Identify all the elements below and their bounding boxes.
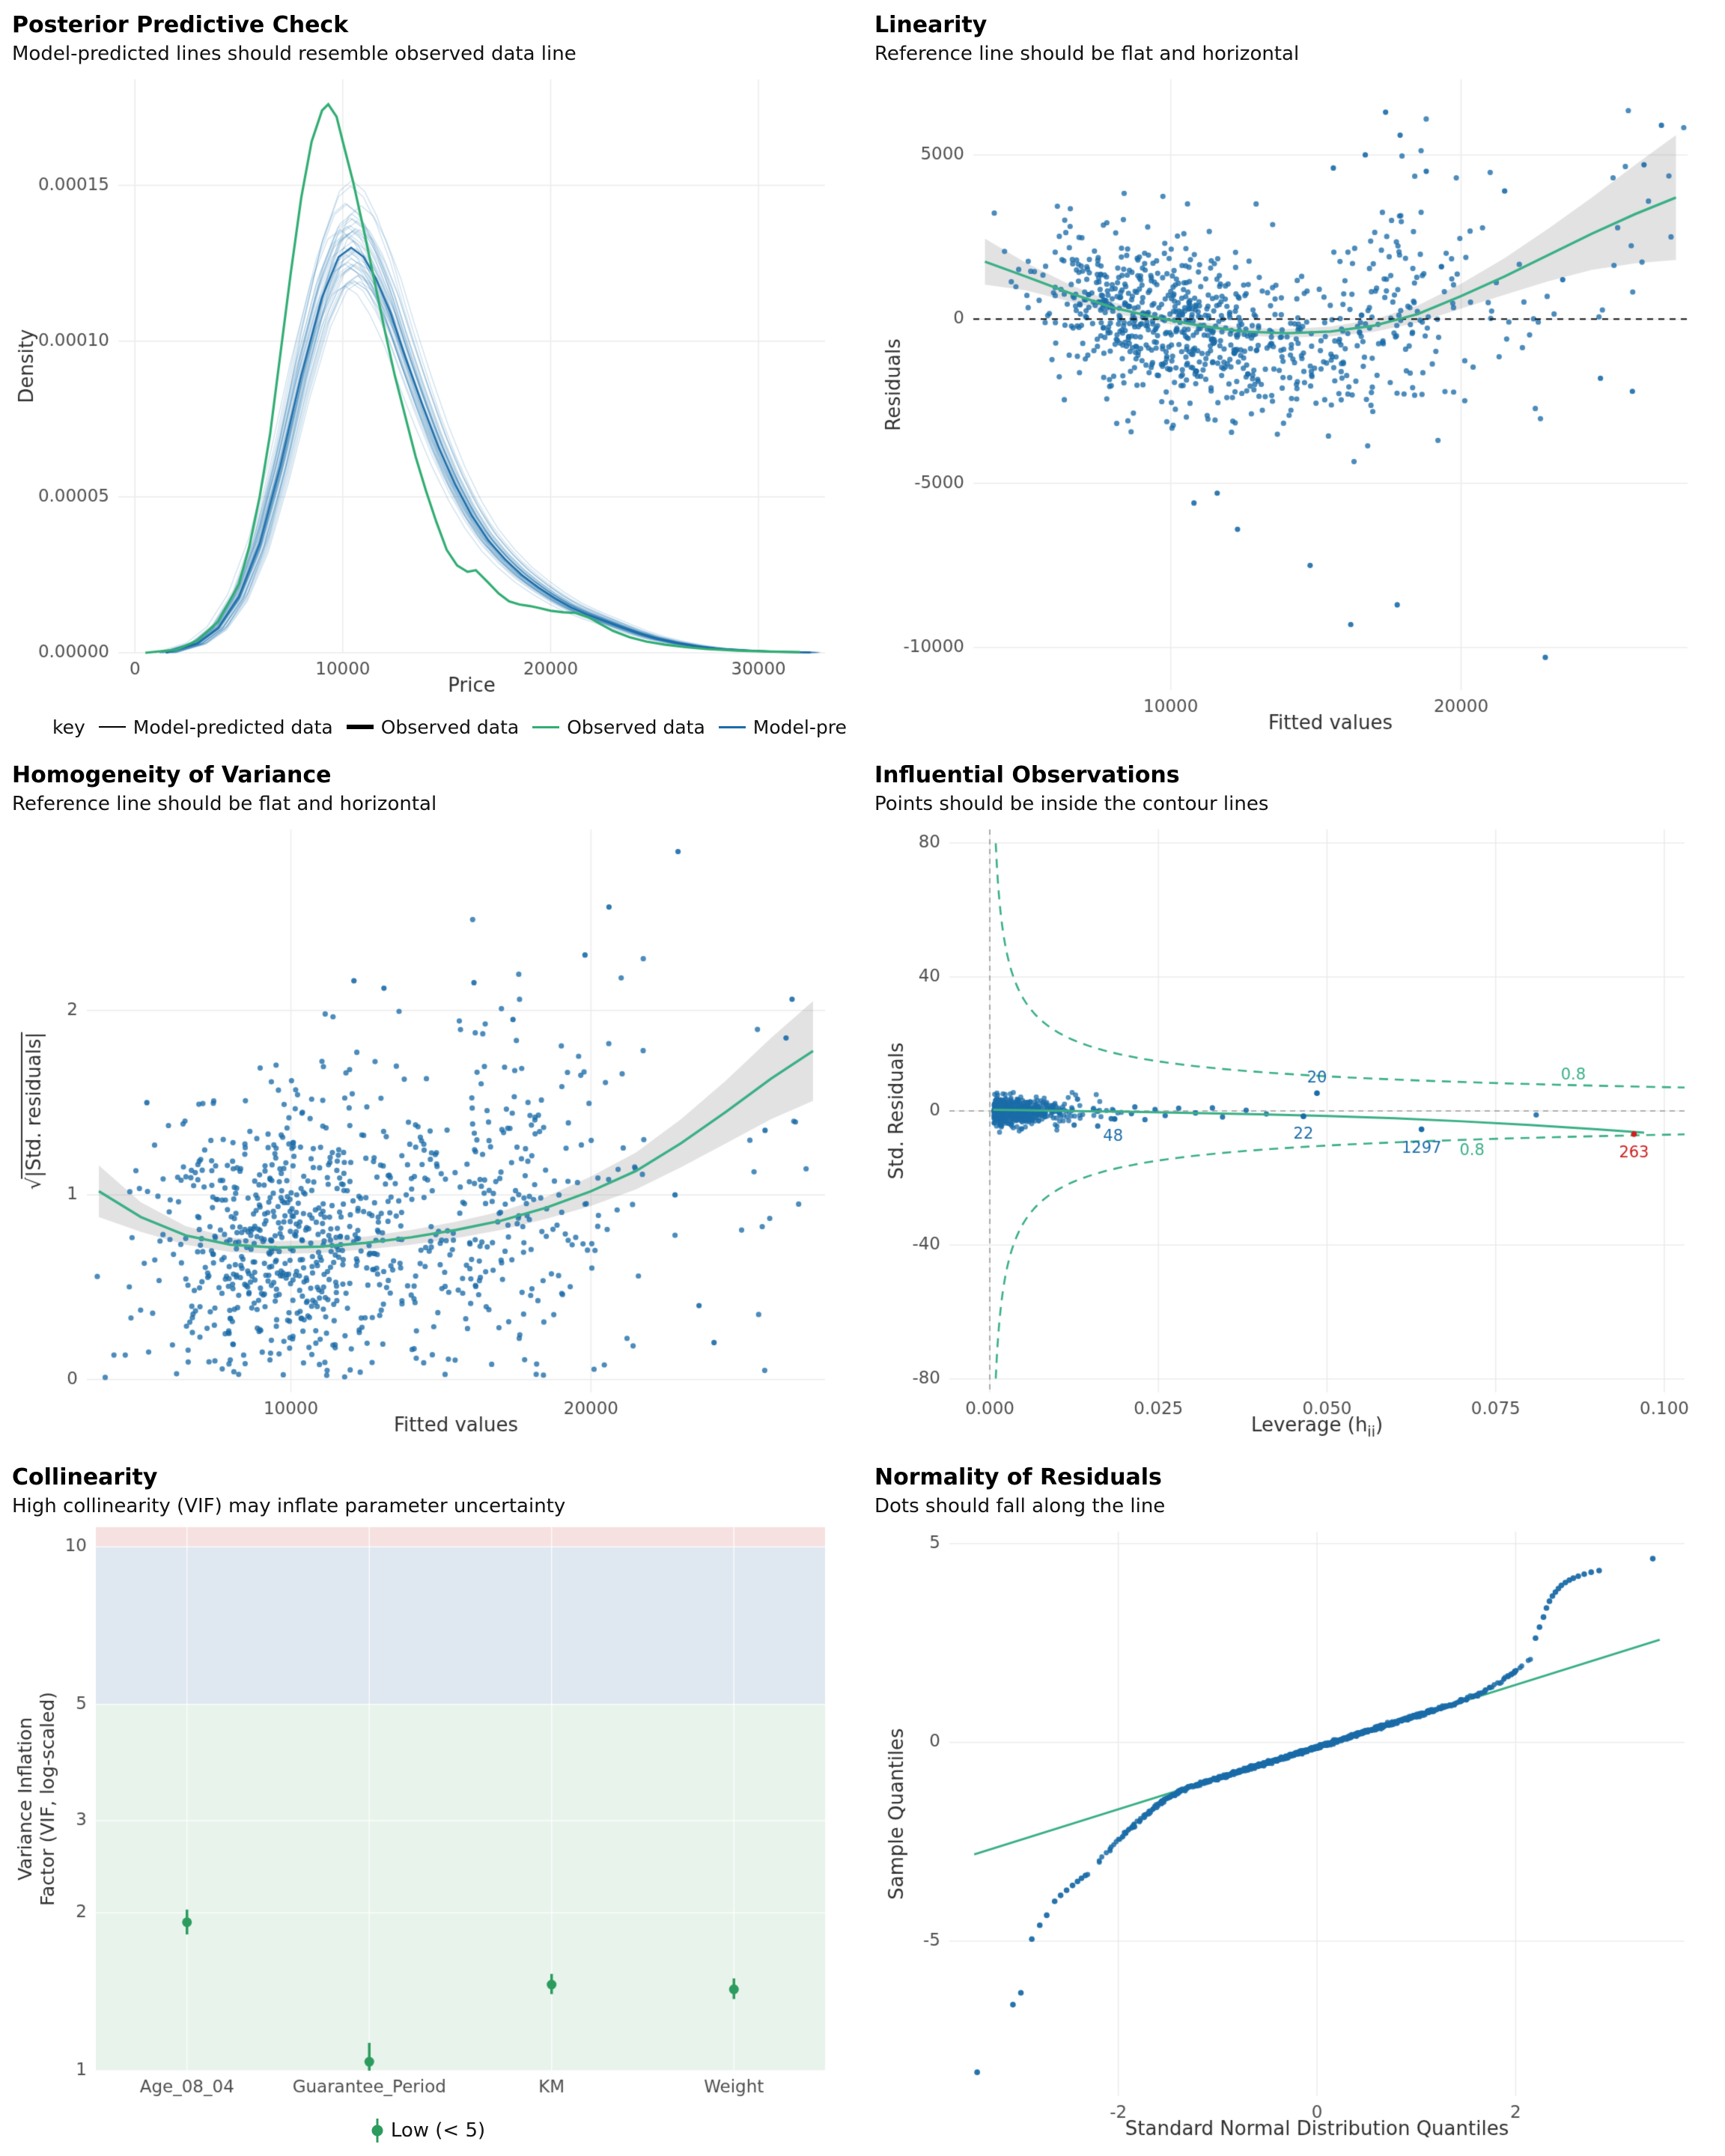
legend-item-observed: Observed data <box>346 716 519 738</box>
vif-dot-swatch <box>371 2125 383 2137</box>
panel-normality-of-residuals: Normality of Residuals Dots should fall … <box>862 1452 1725 2156</box>
panel-title: Collinearity <box>12 1464 158 1490</box>
panel-subtitle: Model-predicted lines should resemble ob… <box>12 43 576 65</box>
collinearity-chart-area <box>12 1520 848 2110</box>
legend-item-model-predicted: Model-predicted data <box>98 716 333 738</box>
legend-item-model-predicted-blue: Model-predicted data <box>718 716 848 738</box>
low-vif-pointrange-swatch <box>371 2119 383 2143</box>
panel-title: Posterior Predictive Check <box>12 12 349 38</box>
homogeneity-scatter-canvas <box>12 817 848 1448</box>
qq-chart-area <box>874 1520 1710 2152</box>
panel-title: Homogeneity of Variance <box>12 762 332 788</box>
vif-legend-label: Low (< 5) <box>390 2119 486 2142</box>
key-legend-title: key <box>52 716 85 738</box>
panel-linearity: Linearity Reference line should be flat … <box>862 0 1725 750</box>
panel-subtitle: Points should be inside the contour line… <box>874 793 1269 815</box>
qq-plot-canvas <box>874 1520 1710 2152</box>
panel-homogeneity-of-variance: Homogeneity of Variance Reference line s… <box>0 750 862 1452</box>
green-line-swatch <box>532 725 560 728</box>
thin-black-line-swatch <box>98 726 126 728</box>
collinearity-vif-canvas <box>12 1520 848 2110</box>
blue-line-swatch <box>718 725 746 728</box>
panel-title: Influential Observations <box>874 762 1180 788</box>
ppc-chart-area <box>12 67 848 708</box>
thick-black-line-swatch <box>346 725 374 729</box>
influential-obs-canvas <box>874 817 1710 1448</box>
ppc-density-canvas <box>12 67 848 708</box>
linearity-chart-area <box>874 67 1710 746</box>
panel-collinearity: Collinearity High collinearity (VIF) may… <box>0 1452 862 2156</box>
vif-legend: Low (< 5) <box>12 2110 848 2152</box>
panel-subtitle: Reference line should be flat and horizo… <box>874 43 1300 65</box>
panel-title: Linearity <box>874 12 988 38</box>
ppc-key-legend: key Model-predicted data Observed data O… <box>52 708 848 746</box>
panel-posterior-predictive-check: Posterior Predictive Check Model-predict… <box>0 0 862 750</box>
homogeneity-chart-area <box>12 817 848 1448</box>
linearity-scatter-canvas <box>874 67 1710 746</box>
panel-influential-observations: Influential Observations Points should b… <box>862 750 1725 1452</box>
legend-item-observed-green: Observed data <box>532 716 705 738</box>
panel-subtitle: Reference line should be flat and horizo… <box>12 793 437 815</box>
panel-title: Normality of Residuals <box>874 1464 1162 1490</box>
influence-chart-area <box>874 817 1710 1448</box>
panel-subtitle: High collinearity (VIF) may inflate para… <box>12 1495 566 1517</box>
panel-subtitle: Dots should fall along the line <box>874 1495 1166 1517</box>
